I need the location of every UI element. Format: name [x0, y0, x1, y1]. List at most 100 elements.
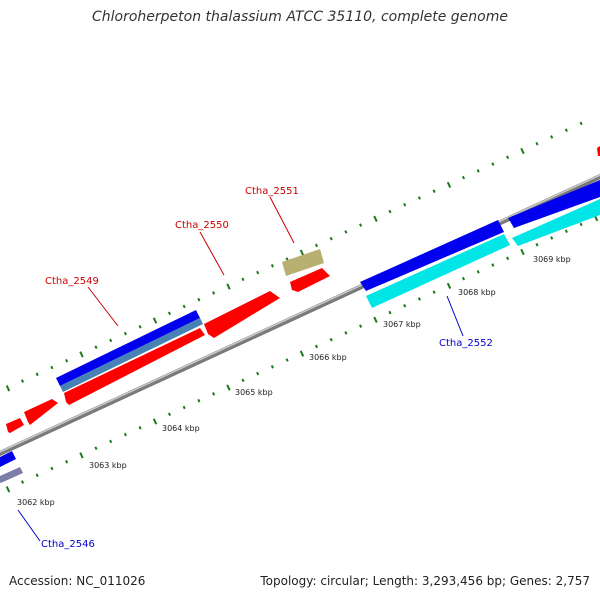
scale-label-3062: 3062 kbp [17, 498, 55, 507]
tick-mark [182, 405, 186, 410]
tick-mark [564, 128, 568, 132]
tick-mark [94, 345, 98, 349]
tick-mark [197, 297, 201, 302]
gene-ctha-2552-reverse[interactable] [360, 220, 504, 291]
tick-mark [50, 365, 54, 370]
tick-mark [226, 283, 231, 290]
label-ctha-2546[interactable]: Ctha_2546 [41, 539, 95, 550]
tick-mark [373, 316, 378, 323]
tick-mark [197, 398, 201, 403]
tick-mark [344, 230, 348, 234]
tick-mark [20, 480, 25, 484]
tick-mark [241, 378, 245, 383]
tick-mark [432, 189, 436, 193]
tick-mark [65, 459, 69, 464]
tick-mark [476, 270, 480, 274]
leader-ctha-2550 [199, 231, 225, 276]
tick-mark [550, 135, 554, 139]
tick-mark [138, 325, 142, 329]
tick-mark [535, 141, 539, 146]
tick-mark [432, 290, 436, 294]
scale-label-3066: 3066 kbp [309, 353, 347, 362]
tick-mark [520, 147, 525, 155]
tick-mark [35, 372, 39, 377]
tick-mark [461, 175, 466, 180]
genome-backbone [0, 173, 600, 457]
tick-marks [5, 121, 599, 493]
tick-mark [476, 169, 480, 173]
gene-reverse-right[interactable] [508, 180, 600, 228]
genome-backbone-highlight [0, 174, 600, 453]
scale-label-3064: 3064 kbp [162, 424, 200, 433]
cds-ctha-2549-steel [60, 318, 203, 392]
gene-ctha-2551-forward[interactable] [290, 268, 330, 292]
tick-mark [182, 304, 186, 309]
gene-forward-right-edge[interactable] [597, 146, 600, 156]
cds-ctha-2546-grey [0, 467, 23, 483]
tick-mark [138, 426, 142, 430]
tick-mark [94, 446, 98, 450]
leader-ctha-2551 [269, 196, 295, 244]
tick-mark [388, 209, 392, 214]
leader-ctha-2552 [446, 295, 464, 337]
tick-mark [285, 358, 289, 362]
scale-label-3065: 3065 kbp [235, 388, 273, 397]
topology-summary: Topology: circular; Length: 3,293,456 bp… [260, 574, 590, 588]
tick-mark [491, 162, 495, 166]
cds-ctha-2552-cyan [366, 234, 510, 308]
scale-label-3067: 3067 kbp [383, 320, 421, 329]
label-ctha-2549[interactable]: Ctha_2549 [45, 276, 99, 287]
tick-mark [256, 270, 260, 275]
cds-reverse-right-cyan [512, 199, 600, 246]
tick-mark [226, 384, 231, 391]
gene-ctha-2550-forward[interactable] [204, 291, 280, 338]
tick-mark [241, 277, 245, 282]
tick-mark [212, 392, 216, 396]
tick-mark [520, 248, 525, 256]
tick-mark [403, 202, 407, 207]
gene-ctha-2546-reverse[interactable] [0, 451, 16, 467]
tick-mark [329, 337, 333, 342]
tick-mark [535, 242, 539, 247]
tick-mark [212, 291, 216, 295]
leader-ctha-2546 [17, 509, 41, 542]
tick-mark [579, 121, 583, 126]
tick-mark [123, 432, 127, 437]
leader-ctha-2549 [87, 286, 119, 327]
tick-mark [79, 351, 84, 358]
tick-mark [79, 452, 84, 459]
tick-mark [403, 303, 407, 308]
tick-mark [152, 317, 158, 324]
tick-mark [5, 486, 11, 493]
tick-mark [359, 223, 363, 227]
gene-ctha-2551-rna[interactable] [282, 249, 324, 276]
tick-mark [359, 324, 363, 328]
tick-mark [314, 344, 319, 349]
label-ctha-2551[interactable]: Ctha_2551 [245, 186, 299, 197]
tick-mark [417, 196, 421, 200]
tick-mark [491, 263, 495, 267]
tick-mark [446, 282, 452, 290]
tick-mark [550, 236, 554, 240]
tick-mark [5, 385, 11, 392]
tick-mark [20, 379, 25, 383]
label-ctha-2550[interactable]: Ctha_2550 [175, 220, 229, 231]
tick-mark [65, 358, 69, 363]
tick-mark [270, 365, 274, 369]
gene-forward-left-a[interactable] [6, 418, 24, 433]
tick-mark [506, 155, 510, 160]
tick-mark [285, 257, 289, 261]
tick-mark [417, 297, 421, 301]
tick-mark [564, 229, 568, 233]
tick-mark [109, 338, 113, 343]
tick-mark [446, 181, 452, 189]
scale-label-3069: 3069 kbp [533, 255, 571, 264]
gene-ctha-2549-reverse[interactable] [56, 310, 200, 386]
tick-mark [123, 331, 127, 336]
tick-mark [167, 412, 172, 417]
tick-mark [256, 371, 260, 376]
tick-mark [299, 249, 305, 256]
gene-ctha-2549-forward[interactable] [64, 328, 205, 405]
label-ctha-2552[interactable]: Ctha_2552 [439, 338, 493, 349]
gene-forward-left-b[interactable] [24, 399, 58, 425]
